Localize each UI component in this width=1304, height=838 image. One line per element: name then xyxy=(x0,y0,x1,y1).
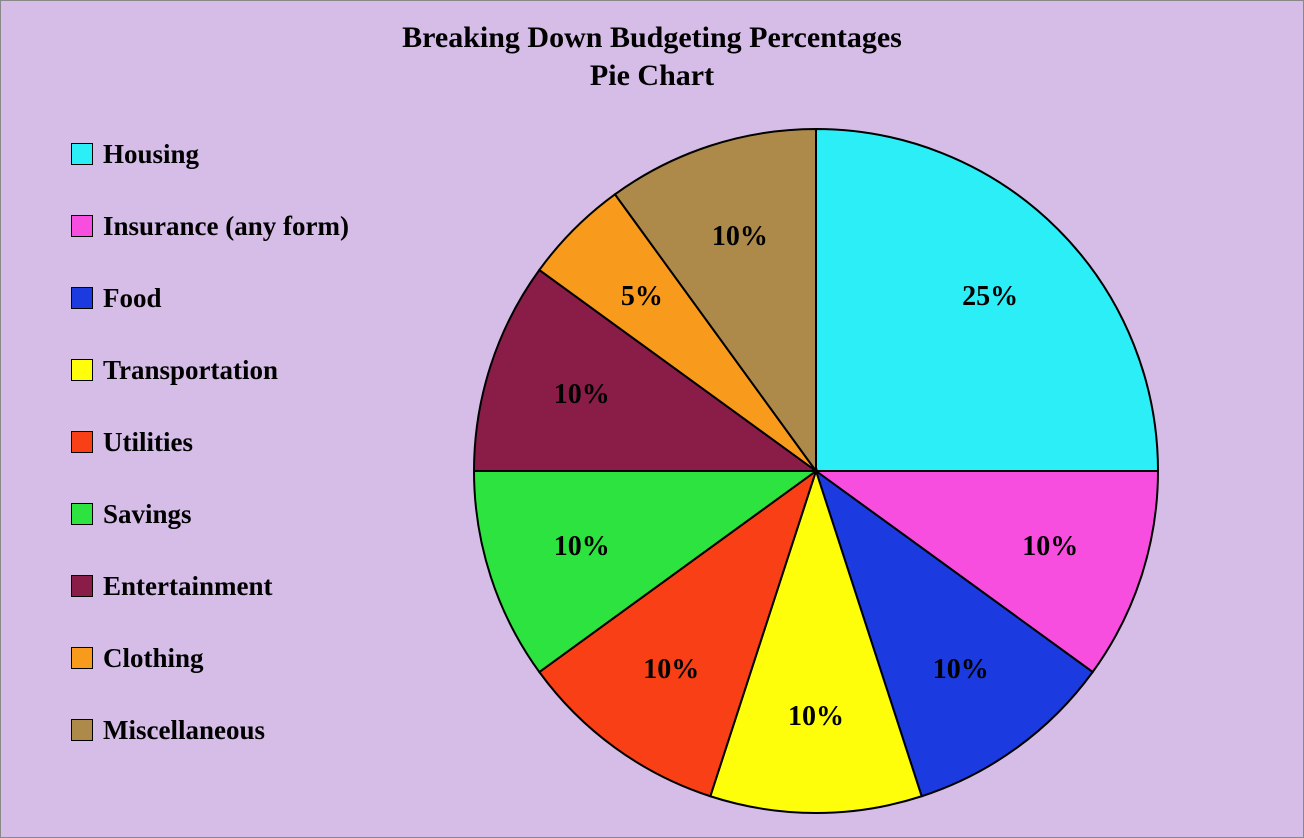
slice-label: 10% xyxy=(554,379,610,411)
legend-label: Clothing xyxy=(103,643,204,674)
legend-label: Transportation xyxy=(103,355,278,386)
slice-label: 10% xyxy=(712,221,768,253)
legend-swatch xyxy=(71,647,93,669)
legend-swatch xyxy=(71,719,93,741)
chart-title: Breaking Down Budgeting Percentages Pie … xyxy=(1,19,1303,94)
slice-label: 10% xyxy=(643,654,699,686)
legend-swatch xyxy=(71,287,93,309)
legend-label: Miscellaneous xyxy=(103,715,265,746)
legend: Housing Insurance (any form) Food Transport… xyxy=(71,139,349,787)
chart-title-line2: Pie Chart xyxy=(1,57,1303,95)
legend-item: Savings xyxy=(71,499,349,530)
slice-label: 10% xyxy=(933,654,989,686)
legend-label: Housing xyxy=(103,139,199,170)
legend-label: Entertainment xyxy=(103,571,272,602)
slice-label: 5% xyxy=(621,281,663,313)
legend-item: Transportation xyxy=(71,355,349,386)
legend-swatch xyxy=(71,575,93,597)
slice-label: 10% xyxy=(554,531,610,563)
legend-label: Savings xyxy=(103,499,192,530)
slice-label: 10% xyxy=(788,701,844,733)
legend-swatch xyxy=(71,359,93,381)
legend-item: Clothing xyxy=(71,643,349,674)
chart-container: Breaking Down Budgeting Percentages Pie … xyxy=(0,0,1304,838)
legend-swatch xyxy=(71,143,93,165)
legend-swatch xyxy=(71,503,93,525)
legend-item: Miscellaneous xyxy=(71,715,349,746)
legend-item: Insurance (any form) xyxy=(71,211,349,242)
legend-swatch xyxy=(71,215,93,237)
slice-label: 10% xyxy=(1022,531,1078,563)
legend-label: Insurance (any form) xyxy=(103,211,349,242)
legend-item: Entertainment xyxy=(71,571,349,602)
chart-title-line1: Breaking Down Budgeting Percentages xyxy=(1,19,1303,57)
legend-item: Food xyxy=(71,283,349,314)
legend-swatch xyxy=(71,431,93,453)
legend-label: Food xyxy=(103,283,162,314)
legend-item: Utilities xyxy=(71,427,349,458)
slice-label: 25% xyxy=(962,281,1018,313)
pie-chart: 25% 10% 10% 10% 10% 10% 10% 5% 10% xyxy=(464,119,1168,823)
legend-item: Housing xyxy=(71,139,349,170)
legend-label: Utilities xyxy=(103,427,193,458)
